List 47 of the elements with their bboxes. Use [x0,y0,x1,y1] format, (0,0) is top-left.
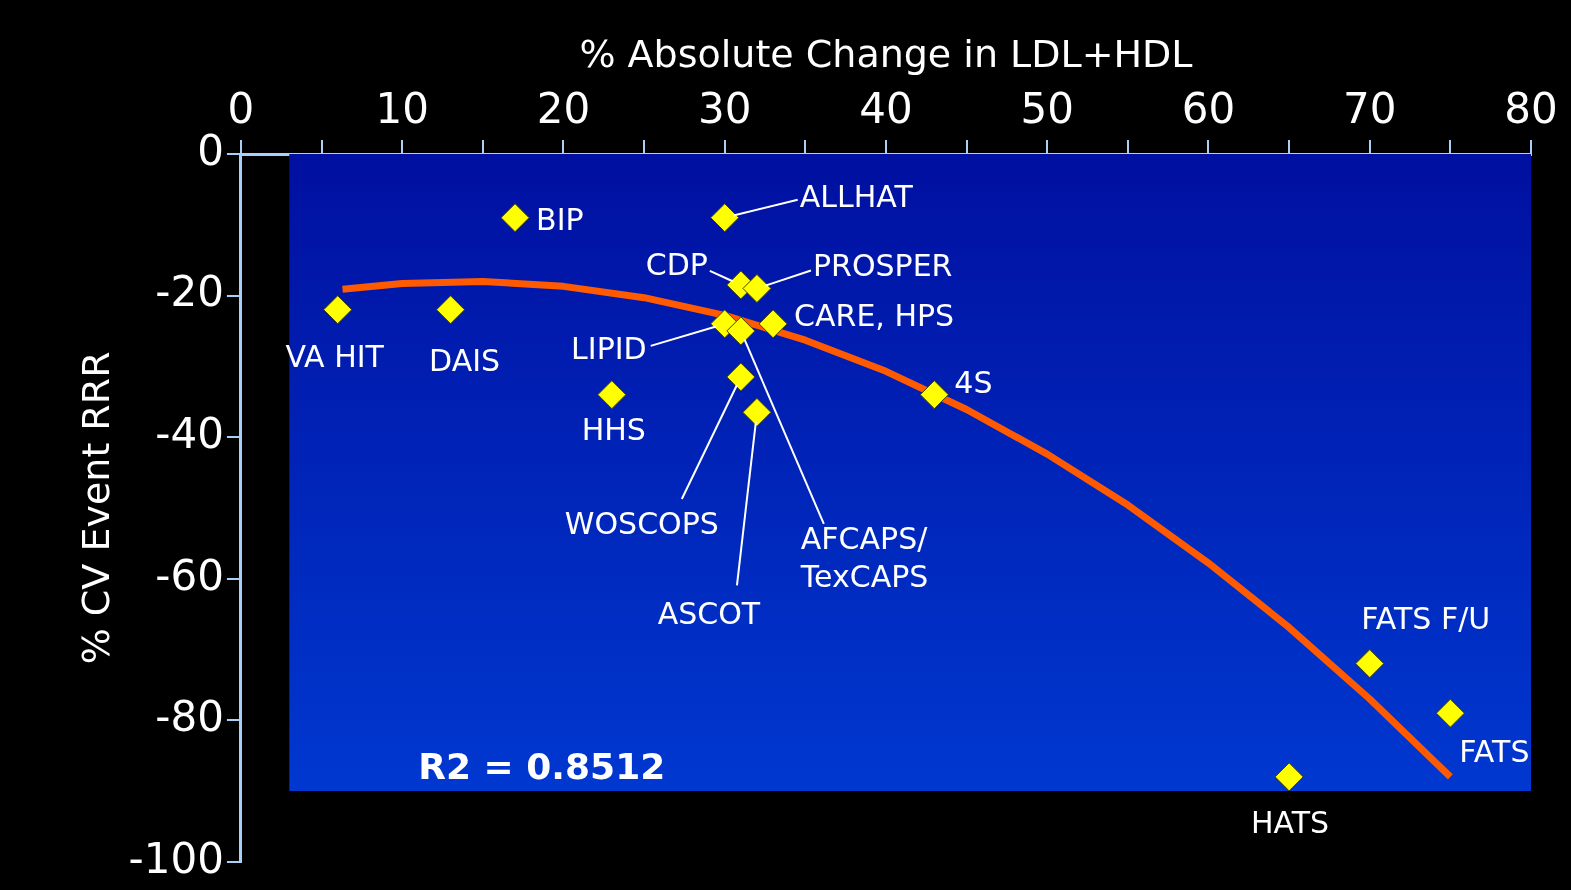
annotation: R2 = 0.8512 [418,746,666,788]
x-tick-label: 30 [697,83,752,133]
point [742,397,772,427]
annotation: CARE, HPS [794,297,955,333]
y-tick-label: -80 [155,692,224,742]
x-tick-label: 80 [1504,83,1558,133]
annotation: HATS [1251,804,1330,840]
point [1274,762,1304,792]
annotation: LIPID [571,330,647,366]
annotation: BIP [536,202,584,238]
y-tick-label: -100 [128,833,224,883]
y-axis-title: % CV Event RRR [73,351,118,665]
annotation: DAIS [429,342,501,378]
x-tick-label: 70 [1343,83,1397,133]
point [436,295,466,325]
point [1355,649,1385,679]
annotation: AFCAPS/ TexCAPS [799,520,929,594]
annotation: WOSCOPS [564,505,719,541]
annotation: CDP [645,246,708,282]
y-tick-label: -40 [155,409,224,459]
point [597,380,627,410]
point [710,203,740,233]
x-tick-label: 50 [1020,83,1074,133]
point [742,273,772,303]
annotation: ASCOT [657,596,761,632]
point [1435,698,1465,728]
point [500,203,530,233]
x-tick-label: 60 [1181,83,1236,133]
point [726,316,756,346]
annotation: FATS F/U [1361,601,1491,637]
annotation: PROSPER [812,248,953,284]
point [726,362,756,392]
x-axis-title: % Absolute Change in LDL+HDL [579,31,1193,76]
point [758,309,788,339]
point [323,295,353,325]
annotation: 4S [954,365,993,401]
x-tick-label: 10 [375,83,429,133]
x-tick-label: 20 [536,83,591,133]
y-tick-label: -60 [155,550,224,600]
annotation: ALLHAT [799,179,914,215]
y-tick-label: 0 [197,125,224,175]
x-tick-label: 40 [859,83,913,133]
annotation: HHS [581,412,646,448]
x-tick-label: 0 [227,83,255,133]
annotation: FATS [1459,733,1530,769]
point [919,380,949,410]
y-tick-label: -20 [155,267,224,317]
